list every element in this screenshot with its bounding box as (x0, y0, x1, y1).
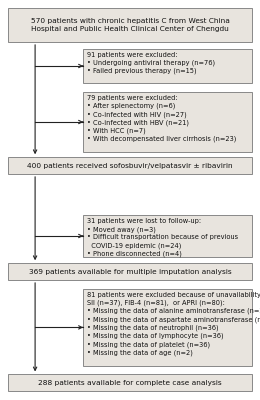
Text: 369 patients available for multiple imputation analysis: 369 patients available for multiple impu… (29, 269, 231, 274)
FancyBboxPatch shape (83, 49, 252, 83)
Text: 91 patients were excluded:
• Undergoing antiviral therapy (n=76)
• Failed previo: 91 patients were excluded: • Undergoing … (87, 52, 215, 74)
FancyBboxPatch shape (83, 92, 252, 152)
Text: 31 patients were lost to follow-up:
• Moved away (n=3)
• Difficult transportatio: 31 patients were lost to follow-up: • Mo… (87, 218, 238, 257)
FancyBboxPatch shape (8, 8, 252, 42)
Text: 570 patients with chronic hepatitis C from West China
Hospital and Public Health: 570 patients with chronic hepatitis C fr… (31, 18, 229, 32)
Text: 79 patients were excluded:
• After splenectomy (n=6)
• Co-infected with HIV (n=2: 79 patients were excluded: • After splen… (87, 95, 237, 142)
Text: 81 patients were excluded because of unavailability of
SII (n=37), FIB-4 (n=81),: 81 patients were excluded because of una… (87, 292, 260, 356)
FancyBboxPatch shape (8, 374, 252, 391)
FancyBboxPatch shape (8, 157, 252, 174)
FancyBboxPatch shape (83, 289, 252, 366)
Text: 288 patients available for complete case analysis: 288 patients available for complete case… (38, 380, 222, 386)
Text: 400 patients received sofosbuvir/velpatasvir ± ribavirin: 400 patients received sofosbuvir/velpata… (27, 163, 233, 169)
FancyBboxPatch shape (83, 215, 252, 257)
FancyBboxPatch shape (8, 263, 252, 280)
